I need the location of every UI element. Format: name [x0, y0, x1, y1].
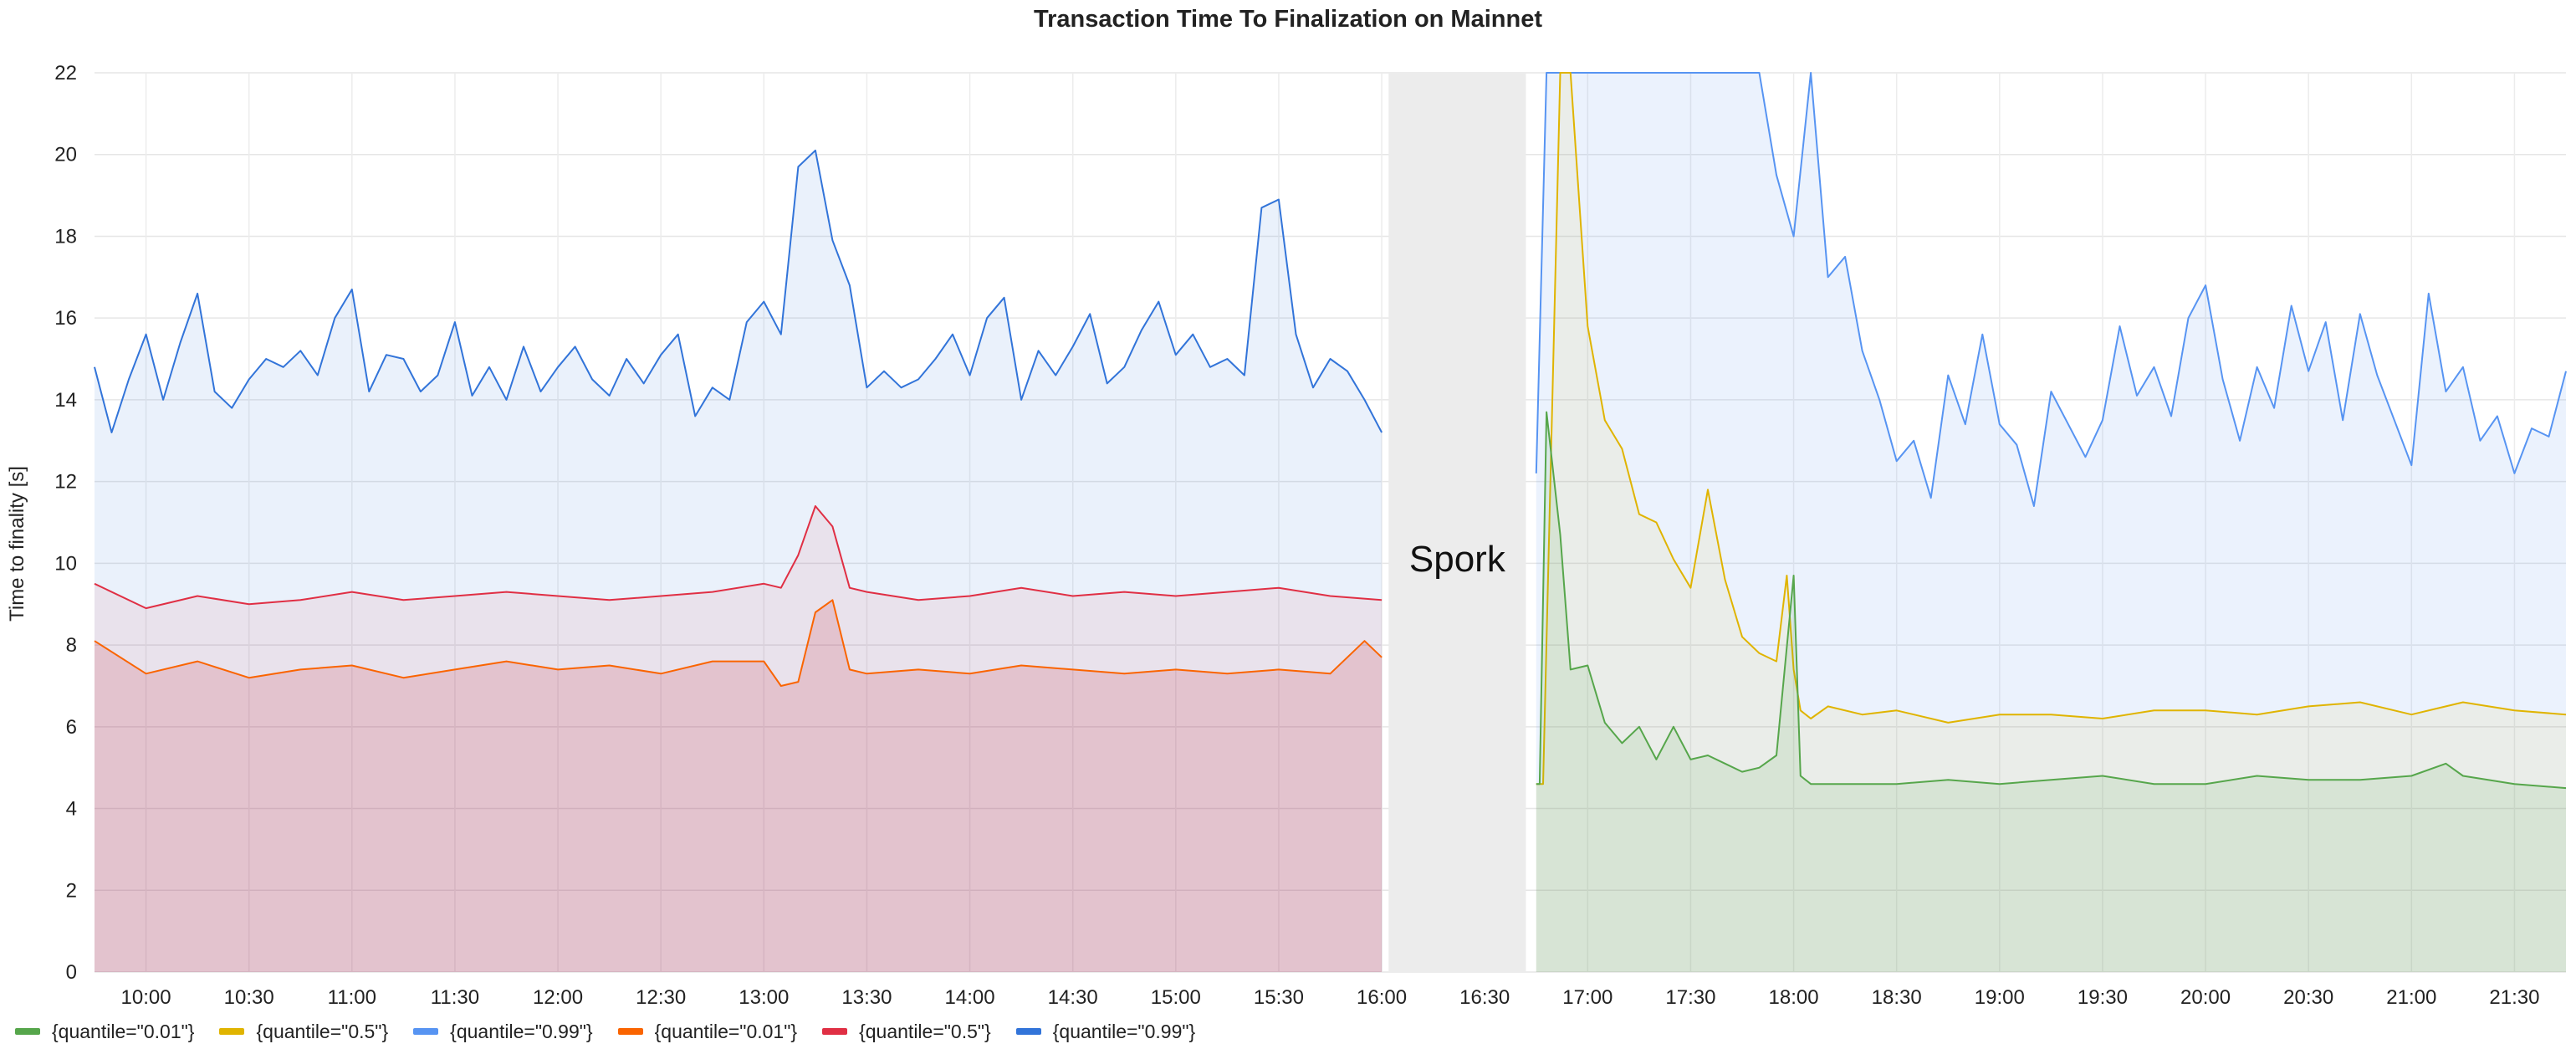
y-tick-label: 18 [54, 225, 77, 248]
chart-legend: {quantile="0.01"} {quantile="0.5"} {quanti… [15, 1017, 1220, 1046]
y-tick-label: 6 [66, 716, 77, 739]
x-tick-label: 10:00 [121, 986, 171, 1009]
legend-label: {quantile="0.99"} [1052, 1020, 1196, 1042]
y-tick-label: 10 [54, 552, 77, 575]
x-tick-label: 17:30 [1665, 986, 1715, 1009]
spork-annotation: Spork [1388, 73, 1526, 972]
legend-label: {quantile="0.01"} [52, 1020, 195, 1042]
x-tick-label: 10:30 [224, 986, 274, 1009]
legend-swatch [617, 1028, 643, 1035]
legend-item[interactable]: {quantile="0.5"} [822, 1021, 991, 1043]
series-area-0 [95, 150, 1383, 973]
series-line-3 [1535, 72, 2567, 507]
legend-swatch [219, 1028, 245, 1035]
y-tick-label: 22 [54, 62, 77, 84]
legend-swatch [822, 1028, 848, 1035]
x-tick-label: 20:30 [2283, 986, 2333, 1009]
y-tick-label: 20 [54, 144, 77, 166]
x-tick-label: 17:00 [1562, 986, 1613, 1009]
series-area-2 [95, 600, 1383, 972]
y-tick-label: 12 [54, 471, 77, 494]
series-line-0 [94, 149, 1383, 433]
x-tick-label: 15:00 [1151, 986, 1201, 1009]
legend-swatch [413, 1028, 439, 1035]
legend-label: {quantile="0.5"} [859, 1020, 991, 1042]
spork-band [1388, 73, 1526, 972]
legend-label: {quantile="0.5"} [256, 1020, 389, 1042]
y-axis-label: Time to finality [s] [6, 466, 28, 622]
x-tick-label: 15:30 [1254, 986, 1304, 1009]
y-tick-label: 8 [66, 634, 77, 657]
spork-label: Spork [1409, 539, 1506, 580]
x-tick-label: 16:00 [1357, 986, 1407, 1009]
y-tick-label: 4 [66, 798, 77, 821]
legend-item[interactable]: {quantile="0.01"} [15, 1021, 194, 1043]
x-tick-label: 21:00 [2386, 986, 2436, 1009]
series-layer [94, 72, 2567, 973]
x-tick-label: 13:30 [841, 986, 892, 1009]
x-tick-label: 21:30 [2489, 986, 2539, 1009]
x-tick-label: 19:00 [1975, 986, 2025, 1009]
series-area-4 [1536, 73, 2566, 972]
legend-item[interactable]: {quantile="0.5"} [219, 1021, 388, 1043]
legend-swatch [15, 1028, 40, 1035]
chart-title: Transaction Time To Finalization on Main… [1034, 6, 1542, 33]
grid [95, 72, 2566, 973]
x-tick-label: 14:00 [945, 986, 995, 1009]
x-tick-label: 14:30 [1048, 986, 1098, 1009]
y-tick-label: 14 [54, 389, 77, 412]
x-tick-label: 18:30 [1872, 986, 1922, 1009]
x-tick-label: 11:00 [328, 986, 376, 1009]
x-tick-label: 12:00 [533, 986, 583, 1009]
series-line-2 [94, 599, 1383, 687]
y-axis-ticks: 0 2 4 6 8 10 12 14 16 18 20 22 [54, 62, 77, 984]
series-line-5 [1536, 411, 2567, 790]
x-axis-ticks: 10:00 10:30 11:00 11:30 12:00 12:30 13:00 13:30… [121, 986, 2540, 1009]
x-tick-label: 12:30 [636, 986, 686, 1009]
y-tick-label: 2 [66, 879, 77, 902]
series-area-1 [95, 506, 1383, 972]
legend-label: {quantile="0.99"} [450, 1020, 593, 1042]
x-tick-label: 11:30 [431, 986, 479, 1009]
legend-item[interactable]: {quantile="0.99"} [1015, 1020, 1196, 1043]
series-area-5 [1536, 412, 2566, 973]
series-area-3 [1536, 73, 2566, 972]
x-tick-label: 16:30 [1459, 986, 1510, 1009]
series-line-1 [94, 505, 1383, 610]
legend-label: {quantile="0.01"} [654, 1020, 798, 1042]
legend-item[interactable]: {quantile="0.99"} [413, 1020, 593, 1043]
y-tick-label: 16 [54, 307, 77, 330]
legend-item[interactable]: {quantile="0.01"} [617, 1020, 798, 1043]
legend-swatch [1015, 1028, 1041, 1035]
x-tick-label: 18:00 [1769, 986, 1819, 1009]
x-tick-label: 20:00 [2180, 986, 2231, 1009]
x-tick-label: 19:30 [2078, 986, 2128, 1009]
x-tick-label: 13:00 [739, 986, 789, 1009]
y-tick-label: 0 [66, 961, 77, 984]
